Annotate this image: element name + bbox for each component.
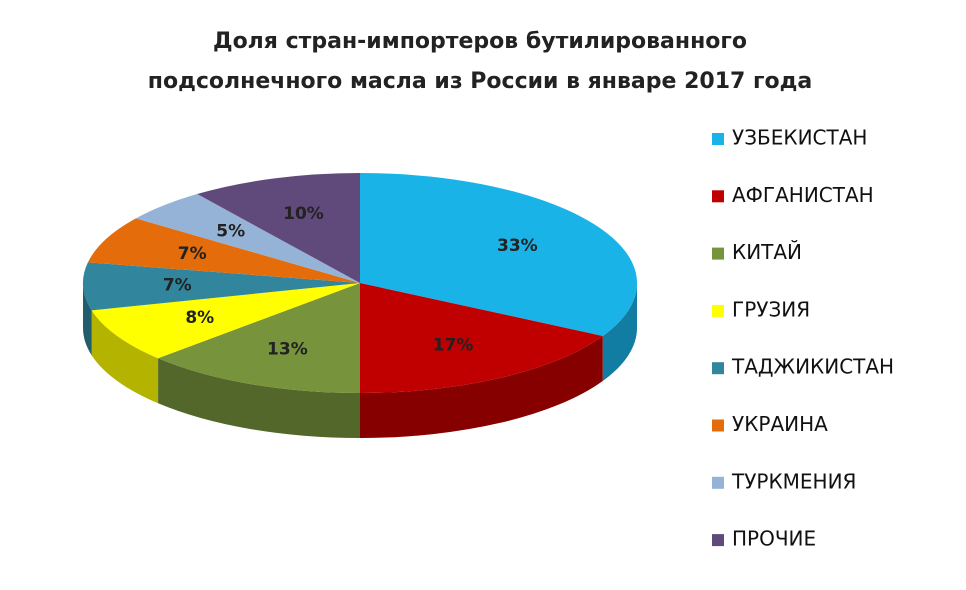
slice-side: [91, 310, 159, 404]
slice-side: [83, 283, 92, 356]
slice: [87, 218, 360, 283]
slice-side: [602, 283, 637, 381]
legend-label: ПРОЧИЕ: [732, 527, 816, 551]
legend-label: ТАДЖИКИСТАН: [731, 355, 894, 379]
legend-label: АФГАНИСТАН: [732, 183, 874, 207]
slice: [158, 283, 360, 393]
slice-side: [158, 358, 360, 438]
legend-label: УКРАИНА: [732, 412, 828, 436]
data-label: 10%: [283, 204, 324, 224]
slice-side: [360, 335, 603, 438]
legend-swatch: [712, 133, 724, 145]
legend-label: ГРУЗИЯ: [732, 297, 810, 321]
legend-swatch: [712, 190, 724, 203]
legend-label: УЗБЕКИСТАН: [732, 126, 867, 150]
data-label: 5%: [216, 222, 245, 242]
slice: [91, 283, 361, 359]
data-label: 8%: [185, 308, 214, 328]
legend-swatch: [712, 362, 724, 375]
chart-title: Доля стран-импортеров бутилированного: [213, 29, 747, 54]
legend-swatch: [712, 247, 724, 260]
slice: [197, 173, 360, 283]
data-label: 17%: [433, 335, 474, 355]
data-label: 7%: [178, 244, 207, 264]
slice: [360, 283, 603, 393]
data-label: 7%: [163, 275, 192, 295]
legend-swatch: [712, 419, 724, 432]
data-label: 33%: [497, 236, 538, 256]
legend-swatch: [712, 476, 724, 489]
legend-label: ТУРКМЕНИЯ: [731, 469, 856, 493]
slice: [83, 262, 360, 311]
legend-swatch: [712, 534, 724, 547]
chart-title: подсолнечного масла из России в январе 2…: [148, 69, 812, 94]
slice: [360, 173, 637, 336]
data-label: 13%: [267, 340, 308, 360]
slice: [135, 194, 360, 283]
legend-label: КИТАЙ: [732, 240, 802, 264]
legend-swatch: [712, 304, 724, 317]
